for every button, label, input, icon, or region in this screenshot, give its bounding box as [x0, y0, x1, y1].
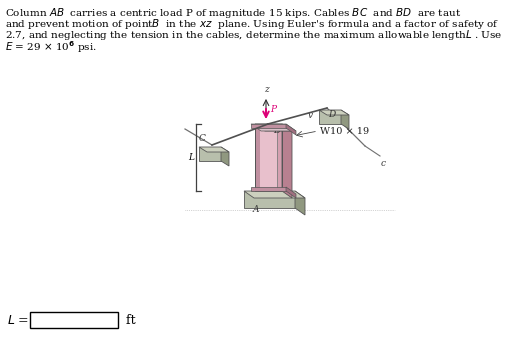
Polygon shape — [319, 110, 349, 115]
Text: P: P — [270, 105, 276, 115]
Text: B: B — [273, 126, 279, 135]
Text: $\mathit{L}$ =: $\mathit{L}$ = — [7, 314, 29, 326]
Text: $\mathbf{\mathit{E}}$ = 29 $\times$ 10$^{\mathbf{6}}$ psi.: $\mathbf{\mathit{E}}$ = 29 $\times$ 10$^… — [5, 39, 97, 55]
Polygon shape — [221, 147, 229, 166]
Polygon shape — [295, 191, 305, 215]
Text: z: z — [264, 85, 268, 94]
Polygon shape — [286, 187, 296, 198]
Text: ft: ft — [122, 314, 136, 326]
Polygon shape — [260, 124, 277, 191]
Text: D: D — [328, 110, 335, 119]
Polygon shape — [244, 191, 295, 208]
Polygon shape — [199, 147, 229, 152]
Polygon shape — [319, 110, 341, 124]
Polygon shape — [251, 124, 296, 131]
Text: W10 × 19: W10 × 19 — [320, 126, 369, 136]
Text: and prevent motion of point$\mathbf{\mathit{B}}$  in the $\mathbf{\mathit{x}}$$\: and prevent motion of point$\mathbf{\mat… — [5, 17, 499, 31]
Text: c: c — [381, 159, 386, 168]
Polygon shape — [277, 124, 282, 191]
Text: Column $\mathbf{\mathit{A}}$$\mathbf{\mathit{B}}$  carries a centric load P of m: Column $\mathbf{\mathit{A}}$$\mathbf{\ma… — [5, 6, 461, 20]
Text: L: L — [188, 153, 194, 162]
Polygon shape — [286, 124, 296, 135]
Polygon shape — [255, 124, 292, 131]
Polygon shape — [244, 191, 305, 198]
Bar — [30, 312, 118, 328]
Text: v: v — [307, 111, 312, 120]
Polygon shape — [251, 187, 286, 191]
Polygon shape — [199, 147, 221, 161]
Text: 2.7, and neglecting the tension in the cables, determine the maximum allowable l: 2.7, and neglecting the tension in the c… — [5, 28, 502, 42]
Polygon shape — [255, 124, 260, 191]
Polygon shape — [282, 124, 292, 198]
Polygon shape — [251, 124, 286, 128]
Polygon shape — [341, 110, 349, 129]
Text: A: A — [253, 205, 259, 214]
Text: C: C — [199, 134, 206, 143]
